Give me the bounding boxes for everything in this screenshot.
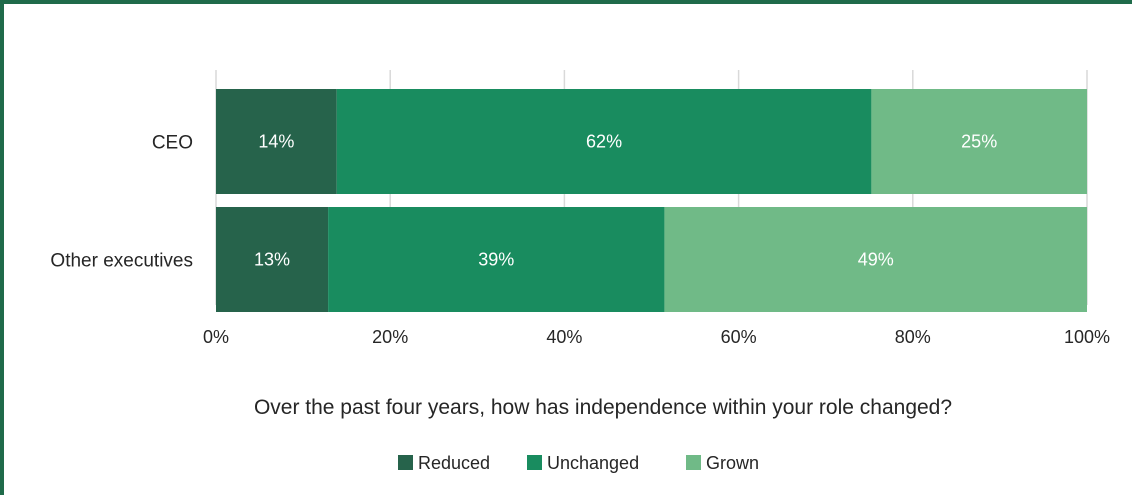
bars: 14% 62% 25% 13% 39% 49%	[216, 89, 1087, 312]
legend-label: Grown	[706, 453, 759, 473]
legend-swatch	[686, 455, 701, 470]
bar-segment-unchanged	[336, 89, 872, 194]
legend-label: Reduced	[418, 453, 490, 473]
bar-segment-reduced	[216, 207, 329, 312]
bar-segment-grown	[664, 207, 1087, 312]
x-tick-labels: 0% 20% 40% 60% 80% 100%	[203, 327, 1110, 347]
x-tick-label: 100%	[1064, 327, 1110, 347]
data-label: 49%	[858, 250, 894, 270]
bar-segment-unchanged	[328, 207, 665, 312]
x-tick-label: 0%	[203, 327, 229, 347]
bar-segment-reduced	[216, 89, 337, 194]
data-label: 62%	[586, 132, 622, 152]
category-label: Other executives	[50, 251, 193, 272]
category-labels: CEO Other executives	[50, 133, 193, 272]
data-label: 39%	[478, 250, 514, 270]
x-tick-label: 80%	[895, 327, 931, 347]
legend-swatch	[527, 455, 542, 470]
data-label: 14%	[258, 132, 294, 152]
legend-label: Unchanged	[547, 453, 639, 473]
bar-segment-grown	[871, 89, 1087, 194]
data-label: 25%	[961, 132, 997, 152]
data-label: 13%	[254, 250, 290, 270]
category-label: CEO	[152, 133, 193, 154]
legend-swatch	[398, 455, 413, 470]
x-tick-label: 60%	[721, 327, 757, 347]
x-axis-label: Over the past four years, how has indepe…	[254, 396, 952, 419]
legend: Reduced Unchanged Grown	[398, 453, 759, 473]
x-tick-label: 40%	[546, 327, 582, 347]
x-tick-label: 20%	[372, 327, 408, 347]
